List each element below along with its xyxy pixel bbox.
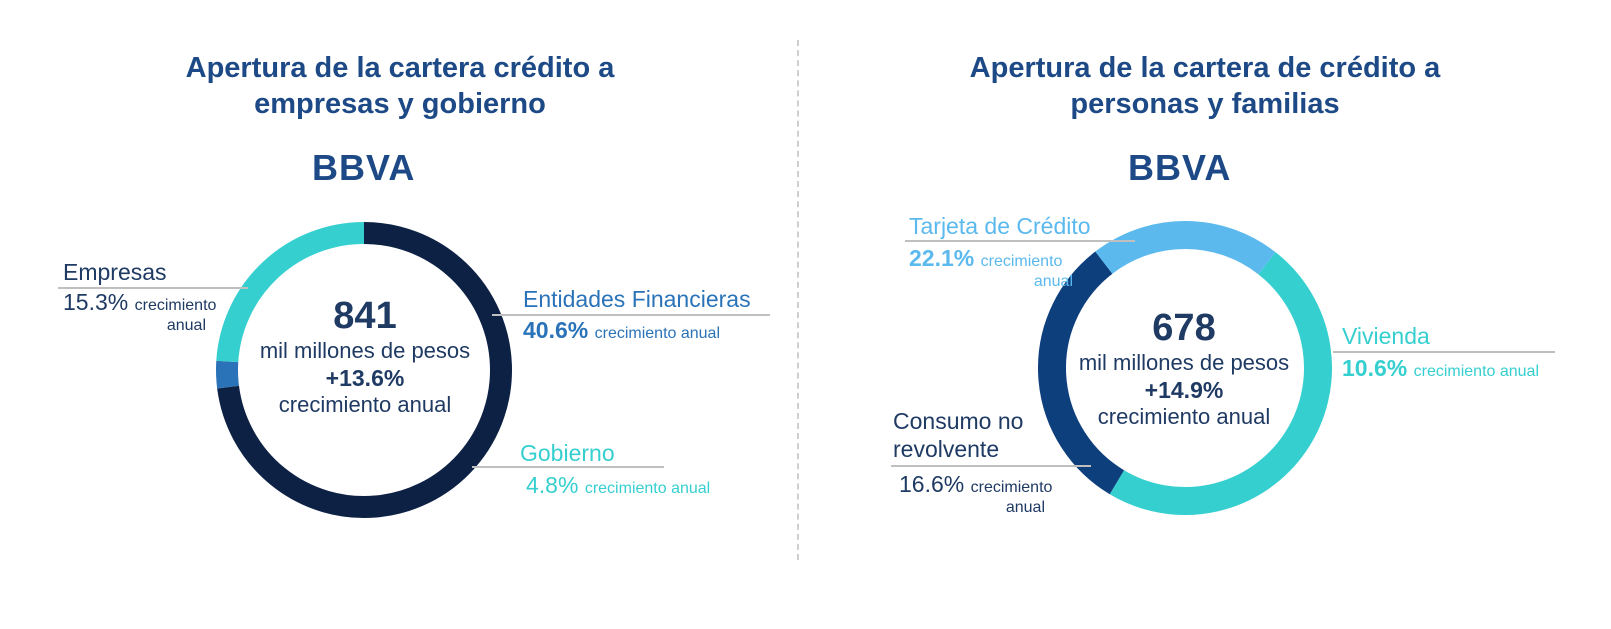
- title-line-2: personas y familias: [1070, 88, 1340, 120]
- total-value: 841: [333, 295, 397, 337]
- label-consumo-growth-2: anual: [899, 494, 1045, 522]
- total-value: 678: [1152, 307, 1216, 349]
- total-growth-label: crecimiento anual: [1097, 404, 1271, 429]
- total-unit: mil millones de pesos: [259, 338, 471, 363]
- donut-center-left: 841 mil millones de pesos +13.6% crecimi…: [250, 294, 480, 418]
- donut-segment-entidades-financieras: [216, 360, 240, 389]
- label-vivienda-growth: 10.6% crecimiento anual: [1342, 354, 1539, 386]
- label-tarjeta: Tarjeta de Crédito: [909, 212, 1091, 240]
- leader-line-tarjeta: [905, 240, 1135, 242]
- label-consumo-name-1: Consumo no: [893, 408, 1024, 434]
- donut-segment-empresas: [217, 222, 512, 518]
- label-empresas-growth-2: anual: [63, 312, 206, 340]
- bbva-logo: BBVA: [312, 147, 416, 188]
- growth-vivienda-label: crecimiento anual: [1413, 363, 1540, 380]
- total-growth: +13.6%: [325, 365, 405, 391]
- growth-tarjeta: 22.1%: [909, 245, 975, 271]
- label-tarjeta-growth-2: anual: [909, 268, 1073, 296]
- donut-chart-right: [1038, 221, 1332, 515]
- donut-chart-left: [216, 222, 512, 518]
- label-entidades-name: Entidades Financieras: [523, 286, 751, 312]
- growth-vivienda: 10.6%: [1342, 355, 1408, 381]
- bbva-logo: BBVA: [1128, 147, 1232, 188]
- growth-empresas-label-1: crecimiento: [134, 297, 217, 314]
- label-vivienda-name: Vivienda: [1342, 323, 1430, 349]
- title-line-1: Apertura de la cartera crédito a: [185, 52, 615, 84]
- label-tarjeta-growth: 22.1% crecimiento: [909, 244, 1062, 276]
- growth-empresas-label-2: anual: [166, 317, 206, 334]
- donut-segment-tarjeta-de-cr-dito: [1095, 221, 1276, 275]
- label-empresas: Empresas: [63, 258, 167, 286]
- total-growth-label: crecimiento anual: [278, 392, 452, 417]
- total-unit: mil millones de pesos: [1078, 350, 1290, 375]
- donut-segment-vivienda: [1109, 252, 1332, 515]
- title-line-1: Apertura de la cartera de crédito a: [969, 52, 1441, 84]
- donut-center-right: 678 mil millones de pesos +14.9% crecimi…: [1069, 306, 1299, 430]
- label-consumo: Consumo no revolvente: [893, 407, 1023, 463]
- growth-tarjeta-label-2: anual: [1033, 273, 1073, 290]
- label-vivienda: Vivienda: [1342, 322, 1430, 350]
- growth-entidades-label: crecimiento anual: [594, 325, 721, 342]
- donut-left-segments: [216, 222, 512, 518]
- donut-segment-gobierno: [216, 222, 365, 363]
- panel-divider: [797, 40, 799, 560]
- label-consumo-name-2: revolvente: [893, 436, 1000, 462]
- label-empresas-growth: 15.3% crecimiento: [63, 288, 216, 320]
- donut-right-segments: [1038, 221, 1332, 515]
- chart-title-left: Apertura de la cartera crédito a empresa…: [0, 50, 800, 122]
- leader-line-gobierno: [472, 466, 664, 468]
- label-gobierno: Gobierno: [520, 439, 615, 467]
- leader-line-entidades: [492, 314, 770, 316]
- label-gobierno-growth: 4.8% crecimiento anual: [526, 471, 710, 503]
- label-consumo-growth: 16.6% crecimiento: [899, 470, 1052, 502]
- leader-line-empresas: [58, 287, 248, 289]
- leader-line-consumo: [891, 465, 1091, 467]
- growth-entidades: 40.6%: [523, 317, 589, 343]
- leader-line-vivienda: [1333, 351, 1555, 353]
- panel-personas-familias: Apertura de la cartera de crédito a pers…: [805, 0, 1605, 629]
- panel-empresas-gobierno: Apertura de la cartera crédito a empresa…: [0, 0, 800, 629]
- label-entidades: Entidades Financieras: [523, 285, 751, 313]
- growth-consumo-label-2: anual: [1005, 499, 1045, 516]
- growth-consumo-label-1: crecimiento: [970, 479, 1053, 496]
- label-entidades-growth: 40.6% crecimiento anual: [523, 316, 720, 348]
- growth-gobierno: 4.8%: [526, 472, 579, 498]
- label-empresas-name: Empresas: [63, 259, 167, 285]
- label-tarjeta-name: Tarjeta de Crédito: [909, 213, 1091, 239]
- chart-title-right: Apertura de la cartera de crédito a pers…: [805, 50, 1605, 122]
- growth-empresas: 15.3%: [63, 289, 129, 315]
- growth-gobierno-label: crecimiento anual: [584, 480, 711, 497]
- growth-consumo: 16.6%: [899, 471, 965, 497]
- label-gobierno-name: Gobierno: [520, 440, 615, 466]
- total-growth: +14.9%: [1144, 377, 1224, 403]
- growth-tarjeta-label-1: crecimiento: [980, 253, 1063, 270]
- title-line-2: empresas y gobierno: [254, 88, 546, 120]
- donut-segment-consumo-no-revolvente: [1038, 251, 1125, 495]
